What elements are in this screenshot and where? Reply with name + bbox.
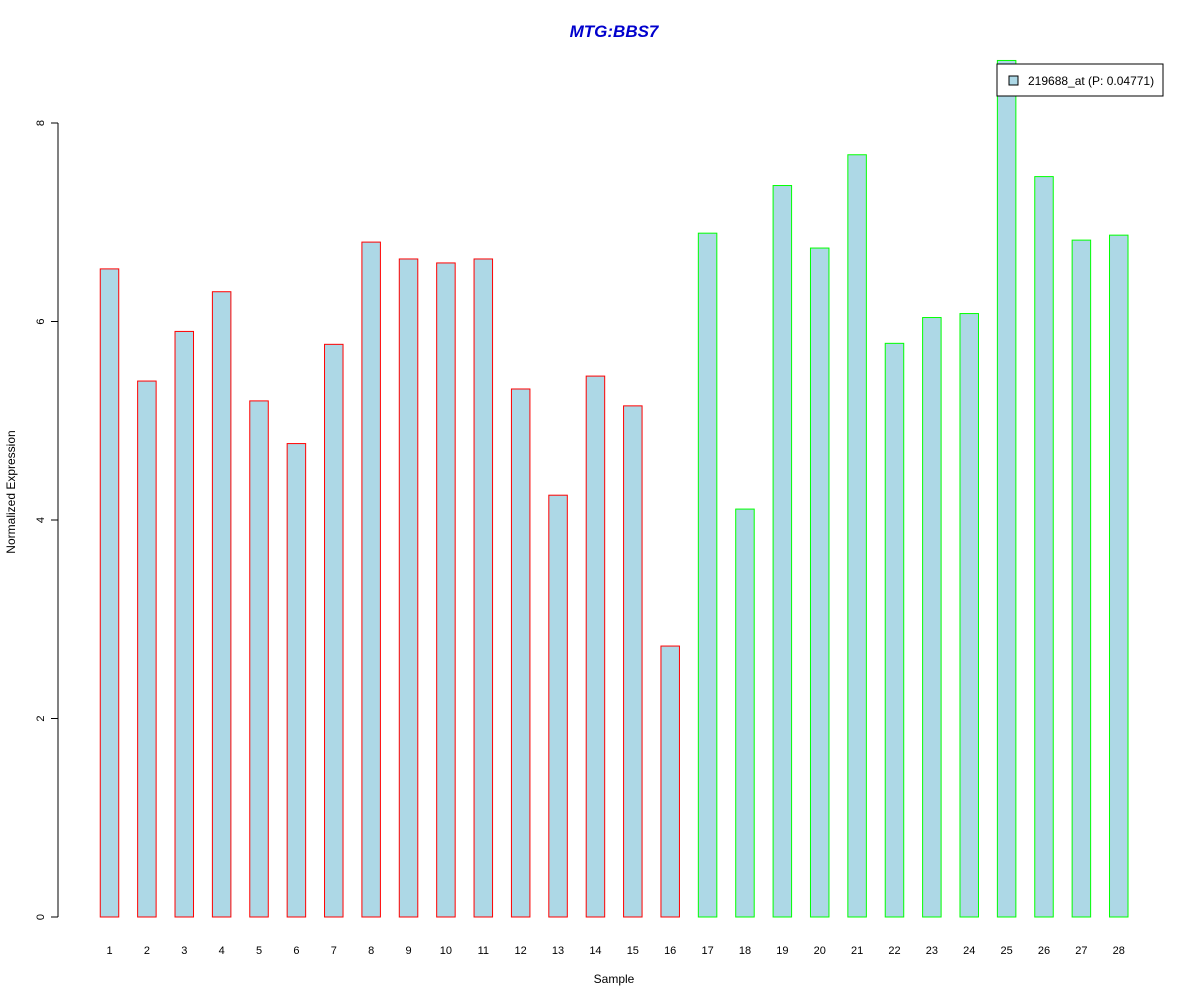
x-tick-label: 24 — [963, 945, 975, 957]
bar-sample-10 — [436, 262, 456, 918]
bar-sample-24 — [959, 313, 979, 918]
x-tick-label: 22 — [888, 945, 900, 957]
bar-sample-8 — [361, 241, 381, 918]
x-tick-label: 27 — [1075, 945, 1087, 957]
x-tick-label: 13 — [552, 945, 564, 957]
x-tick-label: 2 — [144, 945, 150, 957]
x-tick-label: 28 — [1113, 945, 1125, 957]
x-tick-label: 23 — [926, 945, 938, 957]
bar-sample-27 — [1071, 239, 1092, 918]
x-tick-label: 10 — [440, 945, 452, 957]
x-tick-label: 19 — [776, 945, 788, 957]
bar-sample-2 — [137, 380, 157, 918]
bar-sample-6 — [286, 443, 307, 918]
x-tick-label: 18 — [739, 945, 751, 957]
x-tick-label: 5 — [256, 945, 262, 957]
bar-sample-19 — [772, 185, 793, 918]
x-tick-label: 26 — [1038, 945, 1050, 957]
x-tick-label: 3 — [181, 945, 187, 957]
y-tick-label: 0 — [35, 914, 47, 920]
bar-sample-17 — [697, 232, 718, 918]
bar-sample-18 — [735, 508, 755, 918]
bar-sample-5 — [249, 400, 269, 918]
x-tick-label: 16 — [664, 945, 676, 957]
legend-swatch — [1008, 75, 1019, 86]
chart-title: MTG:BBS7 — [570, 22, 660, 41]
x-tick-label: 9 — [405, 945, 411, 957]
bar-sample-7 — [324, 343, 344, 918]
bar-sample-26 — [1034, 176, 1054, 918]
x-tick-labels: 1 2 3 4 5 6 7 8 9 10 11 12 13 14 15 16 17 18 19 20 21 22 23 24 2… — [106, 945, 1124, 957]
legend-label: 219688_at (P: 0.04771) — [1028, 74, 1154, 88]
y-tick-label: 6 — [35, 318, 47, 324]
x-tick-label: 21 — [851, 945, 863, 957]
bar-sample-16 — [660, 645, 680, 918]
bar-sample-3 — [174, 330, 195, 918]
y-axis: 0 2 4 6 8 — [35, 120, 59, 920]
x-tick-label: 15 — [627, 945, 639, 957]
bar-sample-21 — [847, 154, 867, 918]
x-tick-label: 7 — [331, 945, 337, 957]
x-tick-label: 17 — [701, 945, 713, 957]
x-tick-label: 6 — [293, 945, 299, 957]
x-tick-label: 4 — [219, 945, 225, 957]
bar-sample-23 — [922, 317, 942, 918]
bar-sample-4 — [211, 291, 232, 918]
legend-box — [996, 63, 1164, 97]
bar-sample-20 — [809, 247, 830, 918]
x-tick-label: 8 — [368, 945, 374, 957]
x-tick-label: 1 — [106, 945, 112, 957]
x-tick-label: 11 — [478, 945, 489, 957]
bar-sample-13 — [548, 494, 568, 918]
bar-sample-15 — [623, 405, 643, 918]
bar-sample-12 — [510, 388, 531, 918]
bar-sample-22 — [884, 342, 905, 918]
y-tick-label: 2 — [35, 715, 47, 721]
bar-sample-9 — [398, 258, 419, 918]
bars — [99, 59, 1129, 918]
x-tick-label: 20 — [814, 945, 826, 957]
x-axis-label: Sample — [594, 972, 635, 986]
y-axis-label: Normalized Expression — [4, 430, 18, 553]
bar-sample-1 — [99, 268, 120, 918]
x-tick-label: 25 — [1000, 945, 1012, 957]
y-tick-label: 4 — [35, 517, 47, 523]
legend: 219688_at (P: 0.04771) — [996, 63, 1164, 97]
x-tick-label: 12 — [515, 945, 527, 957]
bar-sample-14 — [585, 375, 606, 918]
bar-sample-25 — [996, 59, 1017, 918]
bar-sample-11 — [473, 258, 494, 918]
y-tick-label: 8 — [35, 120, 47, 126]
bar-sample-28 — [1109, 234, 1129, 918]
x-tick-label: 14 — [589, 945, 601, 957]
